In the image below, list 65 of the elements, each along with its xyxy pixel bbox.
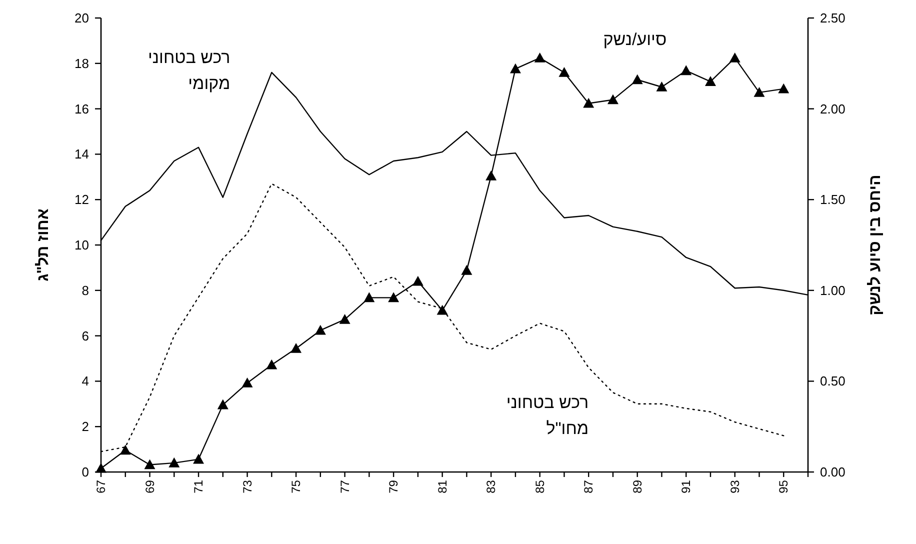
point bbox=[266, 359, 278, 370]
point bbox=[290, 343, 302, 353]
point bbox=[704, 76, 716, 86]
point bbox=[193, 454, 204, 464]
point bbox=[242, 378, 253, 388]
x-tick-label: 87 bbox=[582, 480, 596, 494]
point bbox=[607, 94, 618, 104]
y-tick-label: 8 bbox=[82, 282, 89, 298]
point bbox=[680, 65, 692, 76]
point bbox=[558, 66, 570, 77]
y2-tick-label: 2.00 bbox=[820, 101, 846, 116]
x-tick-label: 93 bbox=[728, 480, 742, 494]
point bbox=[778, 83, 790, 94]
point bbox=[412, 276, 424, 286]
y-tick-label: 14 bbox=[74, 146, 89, 162]
series-label: רכש בטחוני מקומי bbox=[147, 47, 230, 96]
y-tick-label: 0 bbox=[82, 464, 89, 480]
y2-tick-label: 0.50 bbox=[820, 374, 846, 389]
y-tick-label: 20 bbox=[74, 10, 89, 26]
point bbox=[461, 264, 472, 275]
y2-tick-label: 2.50 bbox=[820, 10, 846, 26]
point bbox=[656, 82, 668, 92]
point bbox=[583, 98, 594, 108]
point bbox=[486, 170, 497, 180]
y-axis-title: אחוז תל"ג bbox=[34, 208, 52, 282]
point bbox=[388, 292, 400, 302]
x-tick-label: 91 bbox=[679, 480, 694, 494]
point bbox=[217, 399, 228, 410]
y2-tick-label: 0.00 bbox=[820, 464, 846, 480]
y-tick-label: 4 bbox=[82, 374, 89, 389]
point bbox=[120, 444, 131, 455]
point bbox=[168, 457, 180, 468]
x-tick-label: 77 bbox=[338, 480, 352, 494]
point bbox=[534, 52, 546, 62]
y-tick-label: 6 bbox=[82, 328, 89, 344]
x-tick-label: 89 bbox=[630, 480, 644, 494]
point bbox=[436, 304, 448, 315]
x-tick-label: 67 bbox=[94, 480, 108, 494]
y-tick-label: 10 bbox=[74, 238, 89, 252]
x-tick-label: 69 bbox=[142, 480, 157, 494]
point bbox=[314, 324, 326, 335]
y2-tick-label: 1.00 bbox=[820, 282, 846, 298]
series-label: רכש בטחוני מחו"ל bbox=[505, 392, 589, 440]
y-tick-label: 18 bbox=[74, 56, 89, 71]
y-tick-label: 12 bbox=[74, 192, 89, 208]
y-tick-label: 16 bbox=[74, 101, 89, 116]
x-tick-label: 73 bbox=[240, 480, 254, 494]
series-label: סיוע/נשק bbox=[602, 29, 667, 52]
x-tick-label: 95 bbox=[776, 480, 791, 494]
x-tick-label: 75 bbox=[289, 480, 304, 494]
y-tick-label: 2 bbox=[82, 419, 89, 434]
point bbox=[364, 292, 375, 302]
x-tick-label: 79 bbox=[386, 480, 401, 494]
point bbox=[632, 74, 643, 84]
point bbox=[754, 86, 765, 97]
x-tick-label: 71 bbox=[192, 480, 206, 494]
y2-axis-title: היחס בין סיוע לנשק bbox=[866, 174, 884, 316]
point bbox=[144, 459, 156, 470]
point bbox=[510, 63, 521, 74]
x-tick-label: 85 bbox=[532, 480, 547, 494]
point bbox=[339, 314, 350, 324]
point bbox=[729, 52, 740, 62]
y2-tick-label: 1.50 bbox=[820, 192, 846, 208]
x-tick-label: 83 bbox=[484, 480, 498, 494]
x-tick-label: 81 bbox=[435, 480, 450, 494]
